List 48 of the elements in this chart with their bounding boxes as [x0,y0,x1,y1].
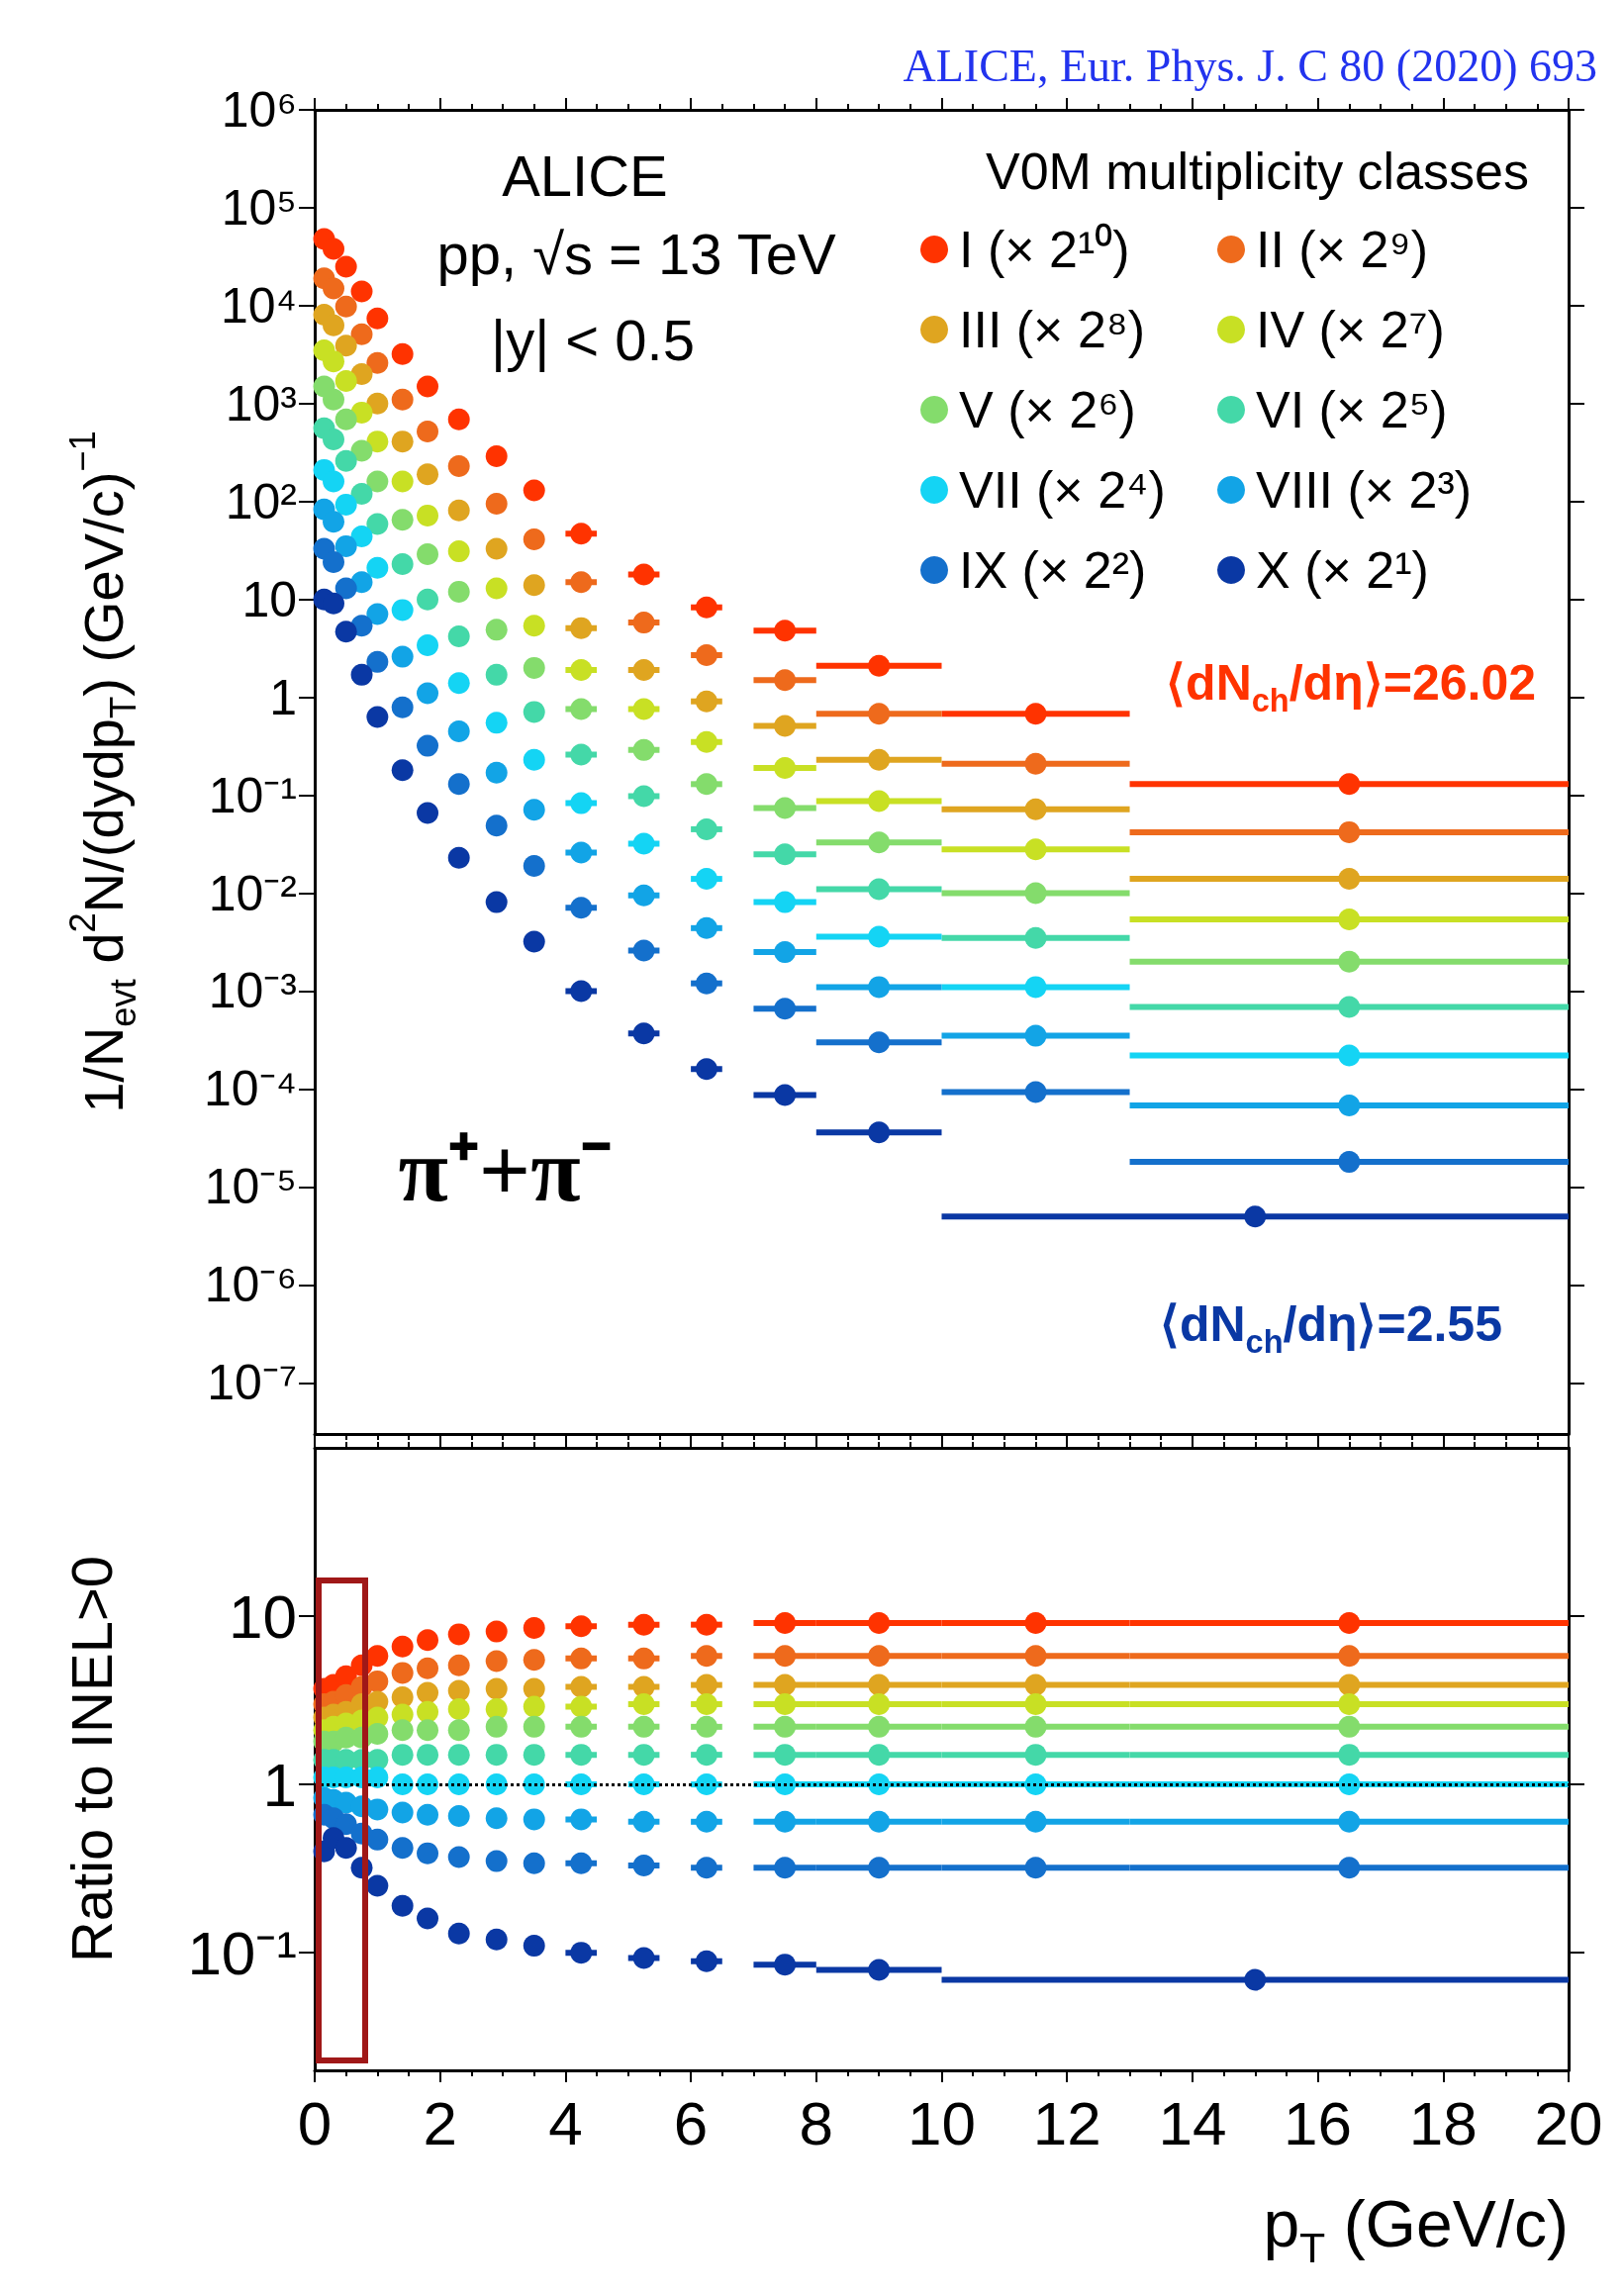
legend-label: X (× 2¹) [1256,541,1429,599]
x-axis-title: p$_{T}$ (GeV/c) [1263,2187,1569,2271]
legend-title: V0M multiplicity classes [985,143,1529,200]
x-tick-label: 10 [908,2088,976,2157]
legend-label: I (× 2¹⁰) [959,221,1130,278]
x-tick-label: 12 [1032,2088,1101,2157]
x-tick-label: 18 [1408,2088,1478,2157]
annotation: ALICE [502,143,668,208]
annotation: ⟨dN$_{ch}$/dη⟩=26.02 [1166,655,1536,718]
y-tick-label: 1 [269,669,297,725]
annotation: ⟨dN$_{ch}$/dη⟩=2.55 [1159,1296,1502,1360]
y-tick-label: 1 [262,1750,297,1819]
annotation: π⁺+π⁻ [398,1119,612,1220]
legend-label: III (× 2⁸) [959,301,1146,358]
x-tick-label: 16 [1284,2088,1353,2157]
y-tick-label: 10³ [225,375,297,431]
annotation: |y| < 0.5 [491,307,695,372]
legend-label: VIII (× 2³) [1256,461,1473,519]
y-tick-label: 10⁻¹ [187,1918,297,1987]
y-tick-label: 10² [225,473,297,529]
y-tick-label: 10 [241,571,297,627]
legend-label: V (× 2⁶) [959,381,1136,438]
legend-label: IV (× 2⁷) [1256,301,1445,358]
x-tick-label: 14 [1158,2088,1227,2157]
text: ALICE, Eur. Phys. J. C 80 (2020) 693 [903,40,1597,91]
x-tick-label: 20 [1534,2088,1603,2157]
legend-label: IX (× 2²) [959,541,1147,599]
y-tick-label: 10⁴ [220,277,297,334]
y-tick-label: 10⁻⁶ [204,1257,297,1313]
x-tick-label: 0 [297,2088,333,2157]
legend-label: VI (× 2⁵) [1256,381,1448,438]
y-axis-title: Ratio to INEL>0 [58,1555,124,1963]
y-tick-label: 10⁶ [221,82,297,138]
legend-label: II (× 2⁹) [1256,221,1428,278]
x-tick-label: 2 [423,2088,457,2157]
y-tick-label: 10⁻² [208,865,297,921]
legend-label: VII (× 2⁴) [959,461,1166,519]
x-tick-label: 6 [673,2088,709,2157]
y-tick-label: 10 [229,1581,297,1651]
y-tick-label: 10⁵ [221,179,297,236]
annotation: pp, √s = 13 TeV [436,221,836,286]
y-tick-label: 10⁻¹ [208,767,297,823]
x-tick-label: 4 [548,2088,583,2157]
y-tick-label: 10⁻³ [208,963,297,1019]
x-tick-label: 8 [799,2088,834,2157]
y-tick-label: 10⁻⁴ [203,1061,297,1117]
y-tick-label: 10⁻⁷ [207,1355,297,1411]
y-tick-label: 10⁻⁵ [204,1159,297,1215]
